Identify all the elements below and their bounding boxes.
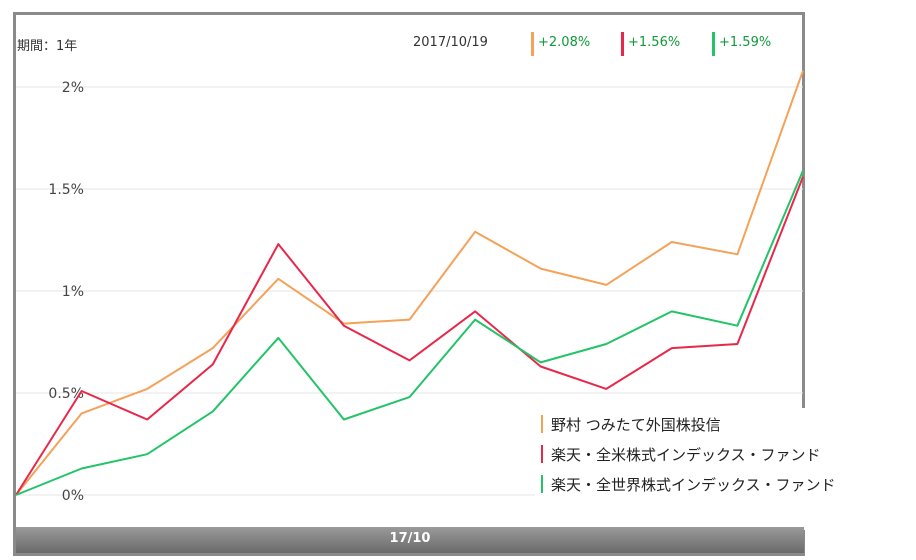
change-value-orange: +2.08% xyxy=(538,35,591,50)
legend-swatch xyxy=(541,445,543,463)
legend-label: 野村 つみたて外国株投信 xyxy=(551,416,721,434)
legend: 野村 つみたて外国株投信 楽天・全米株式インデックス・ファンド 楽天・全世界株式… xyxy=(535,408,915,530)
series-line xyxy=(15,170,804,496)
legend-swatch xyxy=(541,475,543,493)
legend-item[interactable]: 楽天・全米株式インデックス・ファンド xyxy=(535,440,911,470)
legend-item[interactable]: 野村 つみたて外国株投信 xyxy=(535,410,911,440)
legend-item[interactable]: 楽天・全世界株式インデックス・ファンド xyxy=(535,470,911,500)
y-tick-label: 0.5% xyxy=(48,386,84,402)
change-marker-green xyxy=(712,32,715,56)
series-line xyxy=(15,176,804,496)
x-axis-bar-label: 17/10 xyxy=(389,531,431,546)
change-value-red: +1.56% xyxy=(628,35,681,50)
x-axis-bar: 17/10 xyxy=(16,527,804,553)
y-tick-label: 2% xyxy=(62,80,84,96)
y-tick-label: 0% xyxy=(62,488,84,504)
period-label: 期間：1年 xyxy=(17,39,78,54)
y-tick-label: 1% xyxy=(62,284,84,300)
change-marker-orange xyxy=(531,32,534,56)
y-tick-label: 1.5% xyxy=(48,182,84,198)
series-line xyxy=(15,70,804,496)
date-label: 2017/10/19 xyxy=(413,35,488,50)
legend-label: 楽天・全米株式インデックス・ファンド xyxy=(551,446,821,464)
change-value-green: +1.59% xyxy=(719,35,772,50)
change-marker-red xyxy=(621,32,624,56)
legend-label: 楽天・全世界株式インデックス・ファンド xyxy=(551,476,836,494)
legend-swatch xyxy=(541,415,543,433)
